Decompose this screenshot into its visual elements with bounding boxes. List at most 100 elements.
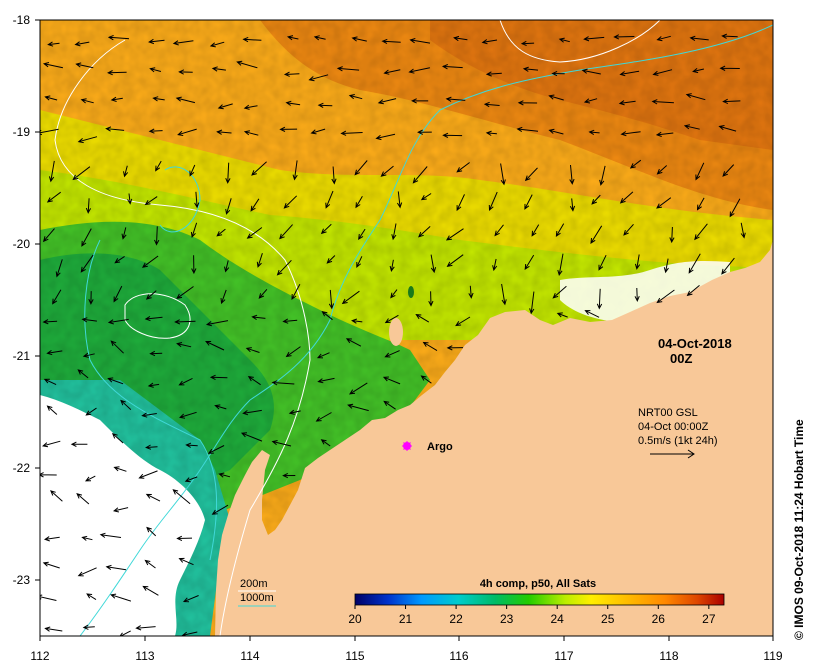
current-arrow <box>389 259 395 272</box>
current-arrow <box>145 493 161 502</box>
current-arrow <box>719 65 740 71</box>
current-arrow <box>551 70 565 77</box>
current-arrow <box>247 375 261 386</box>
land-island-barrow <box>389 318 403 346</box>
current-arrow <box>236 60 258 69</box>
current-scale-arrow <box>650 449 695 459</box>
map-imagery <box>40 20 773 636</box>
current-arrow <box>141 255 159 268</box>
current-arrow <box>453 35 468 42</box>
current-arrow <box>729 198 741 218</box>
current-arrow <box>313 35 326 41</box>
current-arrow <box>390 289 398 299</box>
colorbar-tick-label: 22 <box>449 612 463 626</box>
time-label: 00Z <box>670 351 692 366</box>
current-arrow <box>110 340 124 354</box>
colorbar-tick-label: 27 <box>702 612 716 626</box>
current-arrow <box>282 472 296 479</box>
current-arrow <box>242 36 262 43</box>
current-arrow <box>285 100 301 106</box>
land-mainland <box>215 240 773 636</box>
current-arrow <box>46 405 58 415</box>
lat-tick-20: -20 <box>13 237 31 251</box>
lon-tick-113: 113 <box>135 649 154 663</box>
current-arrow <box>113 466 127 472</box>
colorbar-tick-label: 20 <box>348 612 362 626</box>
current-arrow <box>179 411 197 419</box>
current-arrow <box>686 285 700 297</box>
current-arrow <box>315 412 332 422</box>
current-arrow <box>689 35 709 42</box>
current-arrow <box>446 254 464 267</box>
current-arrow <box>174 319 196 325</box>
colorbar-ticks: 20 21 22 23 24 25 26 27 <box>348 605 716 626</box>
current-arrow <box>634 254 641 270</box>
current-arrow <box>225 162 231 184</box>
current-arrow <box>147 382 160 388</box>
current-arrow <box>529 291 535 315</box>
current-arrow <box>43 536 60 542</box>
current-arrow <box>291 283 301 301</box>
current-arrow <box>531 224 540 237</box>
current-arrow <box>618 100 636 106</box>
current-arrow <box>655 131 674 137</box>
current-arrow <box>75 62 94 69</box>
current-arrow <box>250 198 260 212</box>
current-scale-label: 0.5m/s (1kt 24h) <box>638 435 717 447</box>
current-arrow <box>99 532 122 538</box>
current-arrow <box>155 160 162 172</box>
current-arrow <box>569 198 576 212</box>
current-arrow <box>205 341 225 351</box>
current-arrow <box>145 444 158 450</box>
current-arrow <box>114 255 125 264</box>
current-arrow <box>441 64 463 70</box>
current-arrow <box>722 164 735 177</box>
current-arrow <box>351 36 367 42</box>
current-arrow <box>86 593 97 601</box>
current-arrow <box>50 490 63 502</box>
current-arrow <box>209 374 228 381</box>
current-arrow <box>283 195 298 209</box>
current-arrow <box>492 258 498 272</box>
argo-marker <box>402 441 412 451</box>
current-arrow <box>182 595 199 603</box>
current-arrow <box>207 445 225 454</box>
current-arrow <box>581 68 601 75</box>
current-arrow <box>583 36 605 42</box>
current-arrow <box>52 289 62 305</box>
current-arrow <box>288 409 301 415</box>
current-arrow <box>409 38 431 44</box>
current-arrow <box>320 439 331 447</box>
current-arrow <box>225 198 232 215</box>
current-arrow <box>590 225 603 244</box>
colorbar-tick-label: 21 <box>399 612 413 626</box>
current-arrow <box>243 130 259 136</box>
current-arrow <box>620 131 641 137</box>
current-arrow <box>347 403 369 412</box>
lat-tick-marks <box>35 19 40 581</box>
lon-tick-118: 118 <box>659 649 678 663</box>
current-arrow <box>446 345 464 351</box>
current-arrow <box>271 380 295 386</box>
current-arrow <box>596 288 603 310</box>
current-arrow <box>331 166 337 185</box>
current-arrow <box>190 222 198 238</box>
current-arrow <box>181 631 198 636</box>
current-arrow <box>216 129 232 135</box>
current-arrow <box>211 504 229 515</box>
current-arrow <box>488 191 498 212</box>
current-arrow <box>316 352 330 359</box>
current-arrow <box>105 564 127 571</box>
current-arrow <box>246 227 263 239</box>
lon-tick-115: 115 <box>345 649 364 663</box>
current-arrow <box>292 160 298 181</box>
current-arrow <box>191 255 197 275</box>
current-arrow <box>456 162 470 173</box>
current-arrow <box>695 162 705 181</box>
current-arrow <box>123 165 129 178</box>
current-arrow <box>285 346 301 358</box>
current-arrow <box>146 526 157 537</box>
current-arrow <box>144 559 156 569</box>
lat-tick-23: -23 <box>13 573 31 587</box>
